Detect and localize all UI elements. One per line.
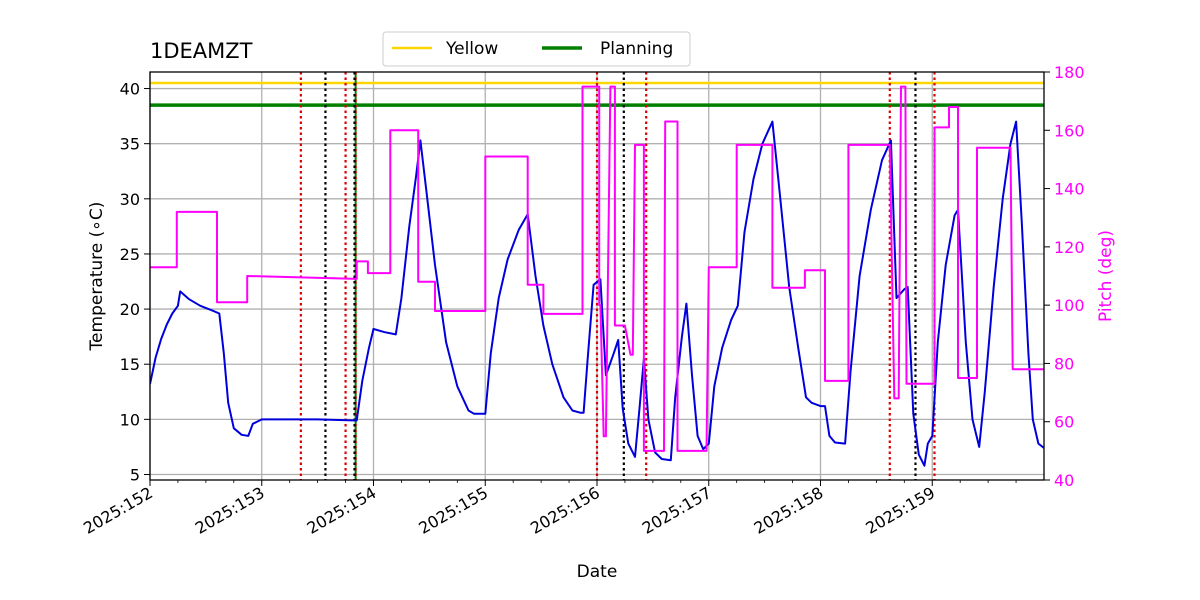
y-tick-label: 30 [120, 190, 140, 209]
legend-frame [382, 31, 691, 67]
legend: Yellow Planning [382, 31, 691, 67]
y2-tick-label: 160 [1054, 121, 1085, 140]
y-tick-label: 15 [120, 355, 140, 374]
chart-title: 1DEAMZT [150, 39, 253, 63]
legend-label-planning: Planning [600, 39, 673, 59]
series-lines [150, 85, 1044, 467]
y-tick-label: 20 [120, 300, 140, 319]
legend-label-yellow: Yellow [445, 39, 498, 59]
temperature-series-line [150, 120, 1044, 467]
x-axis-label: Date [577, 562, 618, 582]
y2-tick-label: 80 [1054, 354, 1074, 373]
pitch-series-line [150, 85, 1044, 452]
y2-tick-label: 120 [1054, 238, 1085, 257]
y-axis-label: Temperature (∘C) [87, 202, 107, 352]
y2-tick-label: 60 [1054, 413, 1074, 432]
x-tick-label: 2025:158 [751, 483, 827, 538]
y2-tick-label: 100 [1054, 296, 1085, 315]
x-tick-label: 2025:157 [639, 483, 715, 538]
y-tick-label: 25 [120, 245, 140, 264]
y2-tick-label: 180 [1054, 63, 1085, 82]
x-tick-label: 2025:155 [415, 483, 491, 538]
y-tick-label: 5 [130, 465, 140, 484]
y2-tick-label: 140 [1054, 180, 1085, 199]
x-tick-label: 2025:153 [192, 483, 268, 538]
y-tick-label: 35 [120, 135, 140, 154]
y-tick-label: 40 [120, 80, 140, 99]
x-tick-label: 2025:152 [80, 483, 156, 538]
x-tick-label: 2025:154 [304, 483, 380, 538]
x-tick-label: 2025:156 [527, 483, 603, 538]
x-tick-label: 2025:159 [862, 483, 938, 538]
y-tick-label: 10 [120, 410, 140, 429]
y2-axis-label: Pitch (deg) [1096, 230, 1116, 322]
y2-tick-label: 40 [1054, 471, 1074, 490]
